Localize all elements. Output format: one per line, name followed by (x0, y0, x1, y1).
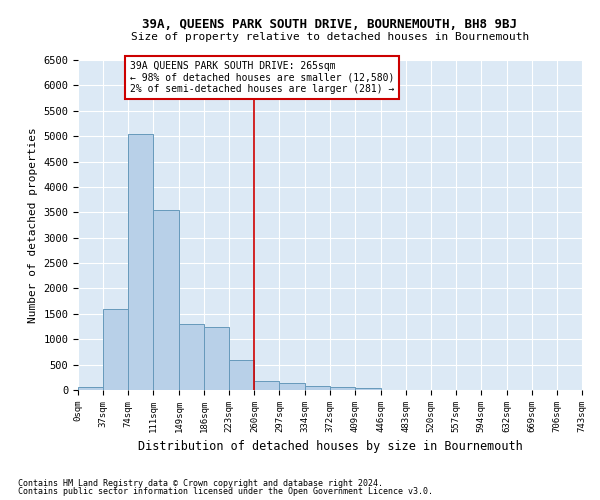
Bar (78, 388, 103, 390)
Y-axis label: Number of detached properties: Number of detached properties (28, 127, 38, 323)
Text: Contains public sector information licensed under the Open Government Licence v3: Contains public sector information licen… (18, 488, 433, 496)
Bar (153, 210, 179, 390)
Text: 39A, QUEENS PARK SOUTH DRIVE, BOURNEMOUTH, BH8 9BJ: 39A, QUEENS PARK SOUTH DRIVE, BOURNEMOUT… (143, 18, 517, 30)
X-axis label: Distribution of detached houses by size in Bournemouth: Distribution of detached houses by size … (137, 440, 523, 454)
Bar (305, 386, 331, 390)
Bar (254, 381, 280, 390)
Bar (355, 388, 380, 390)
Text: 39A QUEENS PARK SOUTH DRIVE: 265sqm
← 98% of detached houses are smaller (12,580: 39A QUEENS PARK SOUTH DRIVE: 265sqm ← 98… (130, 61, 394, 94)
Bar (331, 388, 355, 390)
Bar (229, 360, 254, 390)
Bar (204, 326, 229, 390)
Text: Contains HM Land Registry data © Crown copyright and database right 2024.: Contains HM Land Registry data © Crown c… (18, 478, 383, 488)
Text: Size of property relative to detached houses in Bournemouth: Size of property relative to detached ho… (131, 32, 529, 42)
Bar (179, 324, 204, 390)
Bar (280, 384, 305, 390)
Bar (103, 309, 128, 390)
Bar (128, 134, 153, 390)
